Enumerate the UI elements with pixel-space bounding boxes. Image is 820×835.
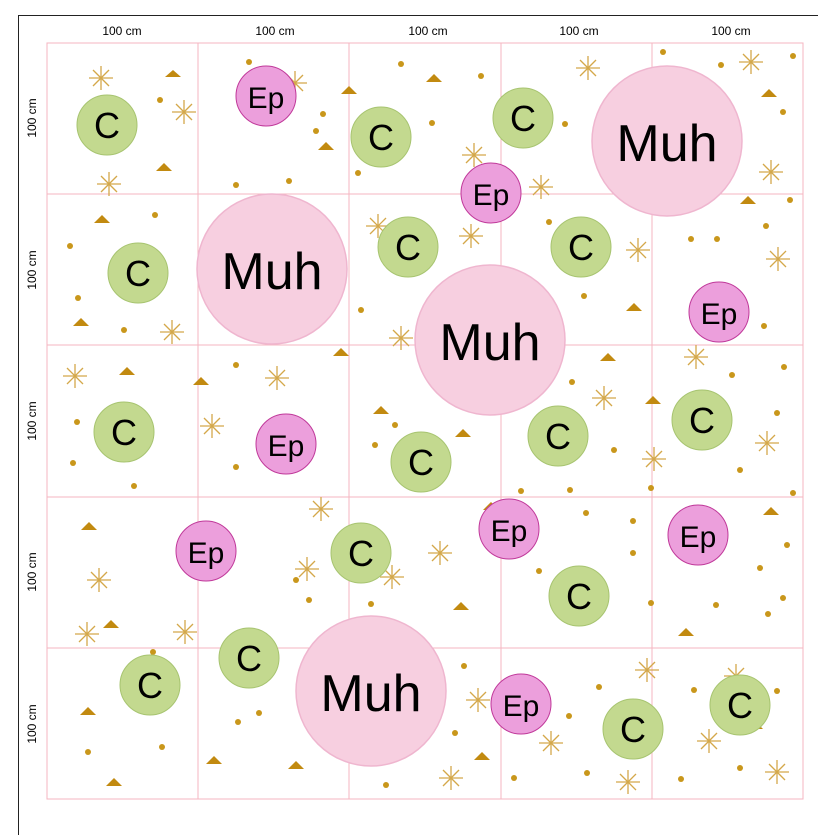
- row-label: 100 cm: [25, 704, 39, 743]
- c-plant: C: [330, 522, 392, 584]
- c-plant: C: [671, 389, 733, 451]
- ep-plant: Ep: [490, 673, 552, 735]
- c-plant: C: [709, 674, 771, 736]
- c-label: C: [94, 105, 120, 146]
- c-label: C: [348, 533, 374, 574]
- ep-plant: Ep: [688, 281, 750, 343]
- column-label: 100 cm: [255, 24, 294, 38]
- c-plant: C: [93, 401, 155, 463]
- column-label: 100 cm: [102, 24, 141, 38]
- c-label: C: [111, 412, 137, 453]
- ep-plant: Ep: [667, 504, 729, 566]
- row-label: 100 cm: [25, 401, 39, 440]
- c-plant: C: [350, 106, 412, 168]
- c-label: C: [125, 253, 151, 294]
- c-plant: C: [492, 87, 554, 149]
- grid-outline: [46, 42, 804, 800]
- c-plant: C: [602, 698, 664, 760]
- ep-label: Ep: [268, 430, 305, 463]
- muh-plant: Muh: [295, 615, 447, 767]
- muh-label: Muh: [320, 665, 421, 723]
- c-plant: C: [390, 431, 452, 493]
- diagram-frame: [18, 15, 818, 835]
- c-label: C: [727, 685, 753, 726]
- ep-label: Ep: [680, 521, 717, 554]
- c-label: C: [566, 576, 592, 617]
- ep-plant: Ep: [460, 162, 522, 224]
- c-label: C: [368, 117, 394, 158]
- c-plant: C: [107, 242, 169, 304]
- c-label: C: [395, 227, 421, 268]
- muh-label: Muh: [616, 115, 717, 173]
- column-label: 100 cm: [559, 24, 598, 38]
- row-labels: 100 cm 100 cm 100 cm 100 cm 100 cm: [25, 98, 39, 743]
- c-label: C: [568, 227, 594, 268]
- c-plant: C: [119, 654, 181, 716]
- muh-plant: Muh: [591, 65, 743, 217]
- c-plant: C: [218, 627, 280, 689]
- c-label: C: [545, 416, 571, 457]
- c-plant: C: [76, 94, 138, 156]
- muh-plant: Muh: [196, 193, 348, 345]
- muh-plants: Muh Muh Muh Muh: [196, 65, 743, 767]
- muh-label: Muh: [439, 314, 540, 372]
- ep-plant: Ep: [255, 413, 317, 475]
- c-plant: C: [377, 216, 439, 278]
- column-labels: 100 cm 100 cm 100 cm 100 cm 100 cm: [102, 24, 750, 38]
- c-label: C: [137, 665, 163, 706]
- ep-label: Ep: [701, 298, 738, 331]
- row-label: 100 cm: [25, 98, 39, 137]
- column-label: 100 cm: [408, 24, 447, 38]
- ep-plant: Ep: [175, 520, 237, 582]
- c-label: C: [236, 638, 262, 679]
- ep-label: Ep: [188, 537, 225, 570]
- ep-label: Ep: [473, 179, 510, 212]
- ep-label: Ep: [491, 515, 528, 548]
- c-label: C: [689, 400, 715, 441]
- ep-plants: Ep Ep Ep Ep Ep Ep Ep Ep: [175, 65, 750, 735]
- row-label: 100 cm: [25, 250, 39, 289]
- c-label: C: [620, 709, 646, 750]
- muh-label: Muh: [221, 243, 322, 301]
- c-plant: C: [550, 216, 612, 278]
- c-label: C: [408, 442, 434, 483]
- row-label: 100 cm: [25, 552, 39, 591]
- gold-dots: [67, 49, 796, 788]
- column-label: 100 cm: [711, 24, 750, 38]
- ep-label: Ep: [503, 690, 540, 723]
- muh-plant: Muh: [414, 264, 566, 416]
- c-plant: C: [548, 565, 610, 627]
- ep-plant: Ep: [478, 498, 540, 560]
- ep-label: Ep: [248, 82, 285, 115]
- c-plants: C C C C C C C C C C C C C C C C: [76, 87, 771, 760]
- c-label: C: [510, 98, 536, 139]
- ep-plant: Ep: [235, 65, 297, 127]
- c-plant: C: [527, 405, 589, 467]
